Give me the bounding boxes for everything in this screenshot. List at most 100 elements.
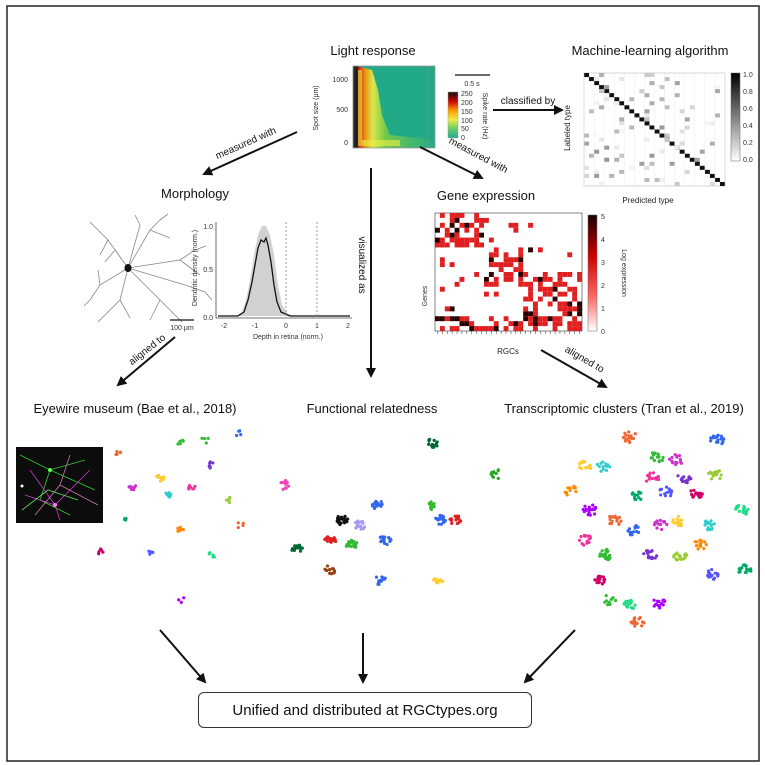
gene-expression-node: Gene expression Genes RGCs 5 4 3 2 1 0 L…	[422, 188, 627, 356]
cluster-point	[711, 577, 716, 581]
cluster-point	[743, 563, 748, 568]
heatmap-cell	[444, 227, 450, 233]
heatmap-cell	[464, 321, 470, 327]
cluster-point	[653, 476, 657, 480]
heatmap-cell	[547, 301, 553, 307]
heatmap-cell	[484, 281, 489, 287]
heatmap-cell	[459, 316, 465, 322]
cluster-point	[650, 555, 654, 559]
heatmap-cell	[567, 272, 573, 277]
heatmap-cell	[488, 252, 494, 258]
cluster-point	[200, 436, 204, 440]
cluster-point	[593, 578, 597, 582]
cluster-point	[632, 530, 636, 534]
matrix-cell	[659, 85, 665, 90]
cluster-point	[236, 525, 240, 530]
figure-border	[6, 5, 760, 762]
matrix-cell	[614, 129, 620, 134]
heatmap-cell	[523, 296, 529, 302]
heatmap-cell	[533, 301, 538, 307]
matrix-cell	[639, 161, 645, 166]
heatmap-cell	[537, 286, 543, 292]
heatmap-cell	[552, 321, 558, 327]
cluster-point	[720, 442, 724, 446]
matrix-cell	[674, 181, 680, 186]
heatmap-cell	[533, 326, 538, 331]
heatmap-cell	[552, 326, 558, 331]
light-cbar-tick: 50	[461, 126, 469, 133]
heatmap-cell	[469, 321, 475, 327]
cluster-point	[633, 624, 637, 628]
cluster-point	[653, 451, 657, 455]
heatmap-cell	[552, 316, 558, 322]
cluster-point	[608, 517, 612, 522]
heatmap-cell	[435, 237, 440, 243]
heatmap-cell	[542, 286, 548, 292]
cluster-point	[711, 434, 716, 438]
cluster-point	[606, 603, 610, 607]
heatmap-cell	[557, 276, 563, 282]
heatmap-cell	[542, 291, 548, 297]
matrix-cell	[629, 165, 635, 170]
heatmap-cell	[484, 291, 489, 297]
matrix-cell	[704, 169, 710, 174]
matrix-cell	[639, 89, 645, 94]
cluster-point	[439, 517, 443, 521]
confusion-matrix	[583, 72, 726, 187]
matrix-cell	[719, 181, 725, 186]
light-cbar-label: Spike rate (Hz)	[481, 93, 488, 140]
cluster-point	[650, 477, 654, 481]
heatmap-cell	[537, 321, 543, 327]
cluster-point	[597, 574, 601, 578]
cluster-point	[577, 538, 582, 542]
heatmap-cell	[518, 267, 524, 272]
cluster-point	[651, 471, 656, 475]
cluster-point	[661, 603, 665, 607]
heatmap-cell	[488, 326, 494, 331]
cluster-point	[167, 491, 171, 495]
heatmap-cell	[454, 227, 460, 233]
cluster-point	[633, 497, 637, 501]
cluster-point	[650, 549, 654, 553]
cluster-point	[583, 504, 587, 508]
heatmap-cell	[449, 222, 455, 228]
cluster-point	[647, 556, 651, 560]
cluster-point	[227, 500, 232, 505]
cluster-point	[746, 507, 750, 512]
cluster-point	[441, 516, 445, 520]
cluster-point	[670, 489, 674, 494]
matrix-cell	[594, 149, 600, 154]
cluster-point	[377, 582, 381, 586]
cluster-point	[658, 606, 662, 610]
cluster-point	[362, 525, 367, 529]
matrix-cell	[604, 85, 610, 90]
cluster-point	[694, 544, 699, 548]
ml-ylabel: Labeled type	[563, 105, 572, 151]
matrix-cell	[644, 117, 650, 122]
unified-box[interactable]: Unified and distributed at RGCtypes.org	[198, 692, 532, 728]
heatmap-cell	[537, 281, 543, 287]
matrix-cell	[664, 137, 670, 142]
matrix-cell	[649, 125, 655, 130]
cluster-point	[716, 433, 720, 437]
heatmap-cell	[454, 232, 460, 238]
matrix-cell	[634, 113, 640, 118]
heatmap-cell	[518, 326, 524, 331]
cluster-point	[596, 578, 600, 582]
heatmap-cell	[503, 276, 509, 282]
cluster-point	[429, 507, 433, 511]
heatmap-cell	[508, 321, 514, 327]
heatmap-cell	[572, 306, 578, 312]
heatmap-cell	[557, 321, 563, 327]
heatmap-cell	[439, 222, 445, 228]
matrix-cell	[659, 149, 665, 154]
cluster-point	[682, 557, 686, 561]
cluster-point	[607, 555, 611, 559]
cluster-point	[427, 442, 431, 446]
cluster-point	[609, 521, 614, 526]
heatmap-cell	[547, 316, 553, 322]
cluster-point	[744, 570, 748, 575]
matrix-cell	[689, 105, 695, 110]
heatmap-cell	[562, 281, 568, 287]
cluster-point	[604, 594, 608, 598]
